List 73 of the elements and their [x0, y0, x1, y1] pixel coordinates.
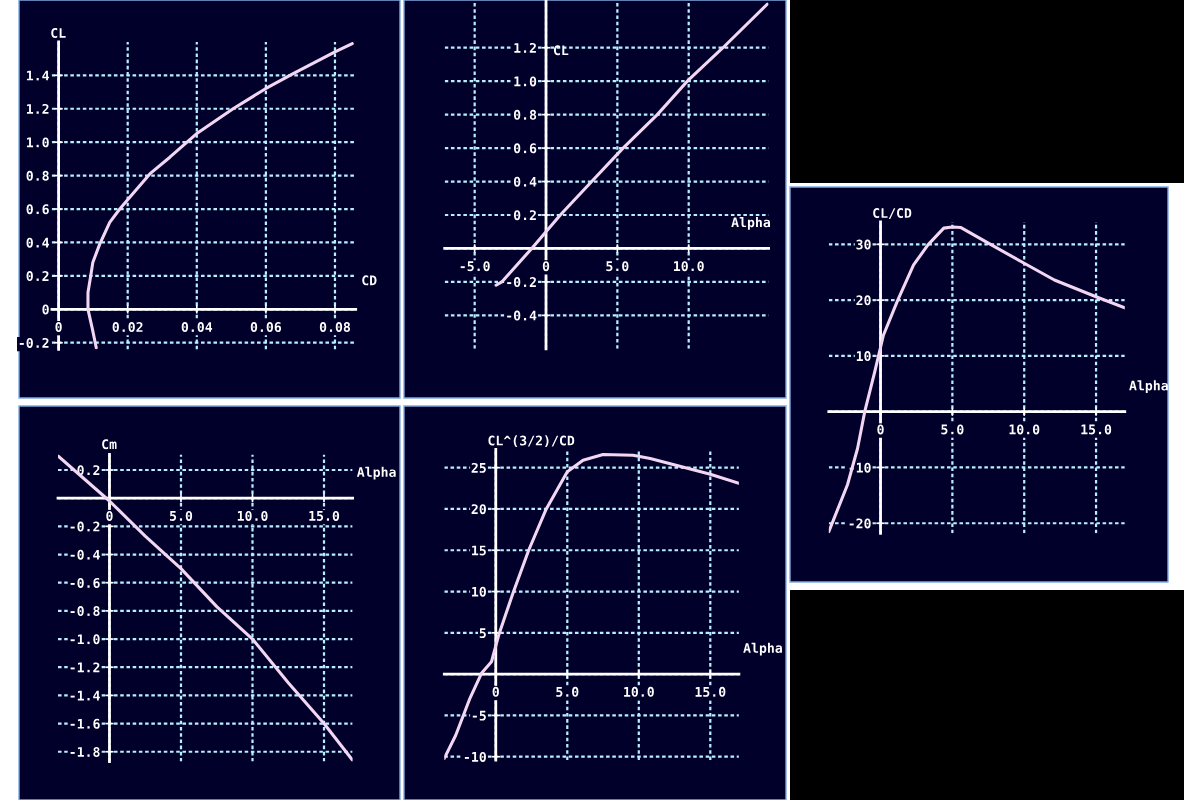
x-tick-label: 5.0	[556, 686, 579, 697]
y-tick-label: 20	[471, 504, 486, 515]
line-series	[86, 42, 354, 350]
y-tick-label: 0.2	[26, 271, 49, 282]
y-axis-title: CL	[51, 27, 66, 38]
y-tick-label: 0.8	[513, 109, 537, 120]
y-tick-label: 0.2	[513, 210, 536, 221]
x-tick-label: 15.0	[1081, 424, 1112, 435]
y-tick-label: 10	[856, 351, 871, 362]
y-tick-label: 1.2	[26, 103, 49, 114]
x-tick-label: 0	[492, 686, 499, 697]
line-series	[444, 452, 739, 760]
x-axis-title: Alpha	[1129, 380, 1168, 394]
y-axis-title: CL	[553, 45, 569, 56]
y-tick-label: -5	[472, 710, 486, 721]
y-tick-label: 0.4	[26, 237, 49, 248]
line-series	[494, 2, 769, 287]
x-tick-label: 5.0	[941, 424, 964, 435]
y-tick-label: 0.4	[513, 176, 537, 187]
y-tick-label: -1.6	[70, 718, 100, 729]
y-tick-label: 15	[472, 545, 486, 556]
y-tick-label: -0.6	[70, 577, 100, 588]
y-tick-label: 1.2	[514, 42, 536, 53]
y-tick-label: -1.2	[70, 662, 100, 673]
x-tick-label: 15.0	[309, 510, 340, 521]
x-tick-label: 0.02	[112, 322, 143, 332]
y-tick-label: 10	[472, 586, 486, 597]
y-tick-label: 1.0	[26, 137, 49, 148]
y-axis-title: Cm	[102, 439, 117, 450]
y-tick-label: -1.8	[70, 746, 100, 757]
y-tick-label: 0.6	[513, 143, 537, 154]
x-axis-title: Alpha	[356, 466, 396, 480]
x-tick-label: 0	[55, 322, 62, 332]
y-tick-label: 0.8	[26, 170, 49, 181]
y-tick-label: 0.6	[26, 204, 49, 215]
y-axis-title: CL^(3/2)/CD	[488, 435, 575, 448]
y-tick-label: -0.2	[70, 521, 100, 532]
y-tick-label: -0.4	[70, 549, 100, 560]
x-tick-label: 0	[542, 261, 550, 272]
x-tick-label: -5.0	[460, 261, 490, 272]
y-tick-label: 1.4	[26, 70, 49, 81]
y-tick-label: -10	[464, 751, 486, 762]
x-tick-label: 10.0	[1009, 424, 1040, 435]
x-tick-label: 15.0	[695, 686, 726, 697]
y-tick-label: 0	[42, 304, 49, 315]
y-tick-label: 30	[856, 239, 871, 250]
y-tick-label: -20	[849, 518, 871, 529]
y-tick-label: -0.2	[19, 337, 49, 348]
x-axis-title: Alpha	[743, 642, 782, 656]
x-tick-label: 10.0	[237, 510, 268, 521]
y-tick-label: -1.4	[70, 690, 100, 701]
x-axis-title: CD	[362, 275, 377, 286]
y-tick-label: 5	[479, 628, 486, 639]
y-tick-label: 25	[471, 462, 486, 473]
y-tick-label: -0.4	[507, 310, 537, 321]
y-tick-label: 20	[856, 295, 871, 306]
x-tick-label: 5.0	[169, 510, 193, 521]
line-series	[58, 454, 353, 762]
x-tick-label: 0	[106, 510, 113, 521]
y-axis-title: CL/CD	[873, 208, 912, 220]
x-tick-label: 0.06	[250, 322, 282, 333]
x-tick-label: 10.0	[674, 261, 704, 272]
x-tick-label: 0.08	[319, 322, 351, 332]
line-series	[828, 225, 1125, 534]
x-tick-label: 5.0	[606, 261, 629, 272]
x-tick-label: 0.04	[181, 322, 213, 332]
x-tick-label: 10.0	[624, 686, 654, 697]
y-tick-label: -0.8	[70, 606, 100, 617]
x-tick-label: 0	[877, 424, 884, 435]
y-tick-label: 1.0	[514, 76, 537, 87]
y-tick-label: -1.0	[70, 634, 100, 645]
x-axis-title: Alpha	[731, 217, 771, 230]
y-tick-label: -0.2	[507, 277, 536, 288]
